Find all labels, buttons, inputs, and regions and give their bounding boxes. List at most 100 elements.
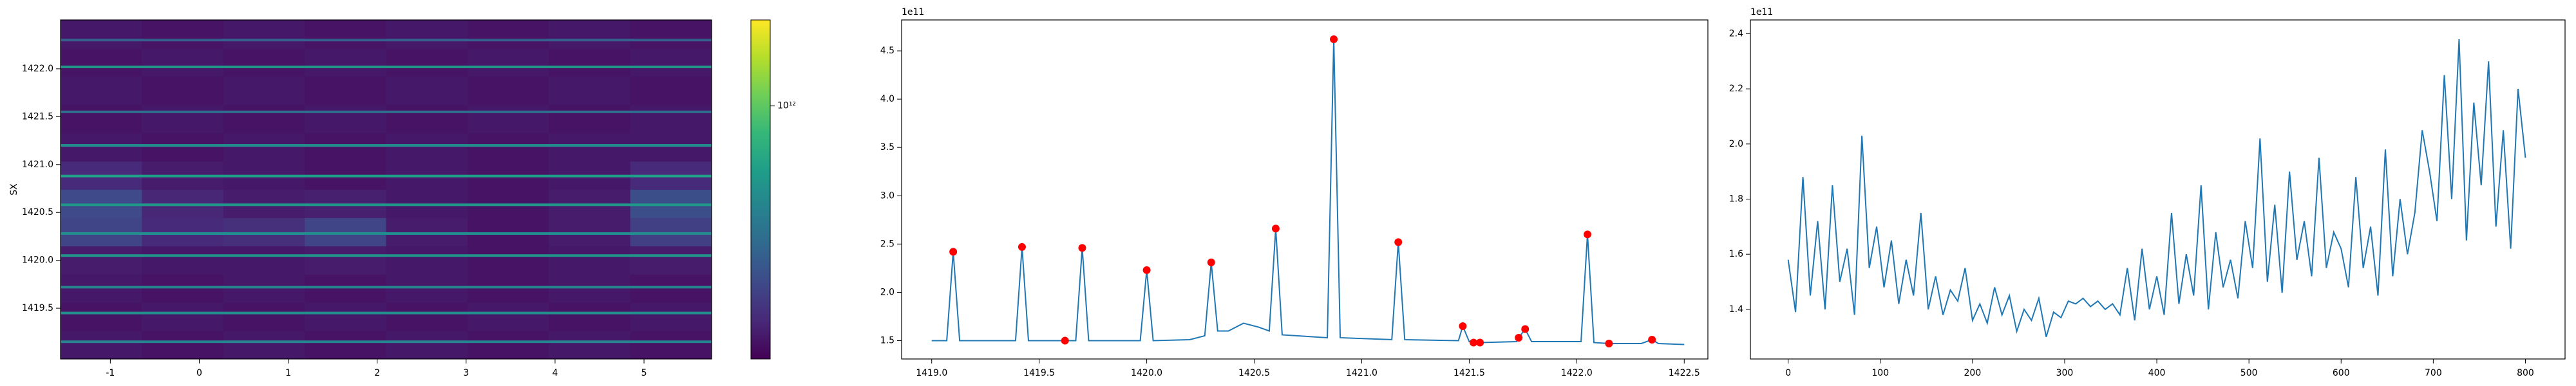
heat-cell bbox=[549, 217, 631, 246]
peak-marker bbox=[1018, 243, 1026, 251]
heat-cell bbox=[630, 302, 712, 331]
heat-cell bbox=[467, 133, 549, 162]
heat-cell bbox=[223, 217, 305, 246]
heat-cell bbox=[549, 104, 631, 134]
heat-cell bbox=[61, 133, 142, 162]
y-tick-label: 3.0 bbox=[880, 190, 895, 201]
x-tick-label: 1419.5 bbox=[1023, 368, 1055, 378]
x-tick-label: 2 bbox=[374, 368, 380, 378]
x-tick-label: 4 bbox=[552, 368, 558, 378]
heat-cell bbox=[61, 20, 142, 49]
heat-cell bbox=[386, 48, 468, 77]
peak-marker bbox=[1394, 238, 1403, 246]
heat-cell bbox=[549, 246, 631, 275]
heat-cell bbox=[61, 274, 142, 303]
heat-cell bbox=[142, 48, 224, 77]
heat-cell bbox=[549, 274, 631, 303]
y-tick-label: 2.2 bbox=[1729, 84, 1743, 94]
heat-cell bbox=[467, 104, 549, 134]
heat-cell bbox=[630, 104, 712, 134]
heat-cell bbox=[467, 76, 549, 106]
heat-cell bbox=[305, 104, 386, 134]
heat-cell bbox=[223, 76, 305, 106]
heat-streak bbox=[61, 65, 712, 68]
heat-cell bbox=[630, 133, 712, 162]
x-tick-label: 1420.5 bbox=[1238, 368, 1270, 378]
heat-cell bbox=[61, 217, 142, 246]
heat-cell bbox=[386, 217, 468, 246]
x-tick-label: 1419.0 bbox=[916, 368, 947, 378]
heat-cell bbox=[630, 76, 712, 106]
heat-cell bbox=[549, 331, 631, 360]
heat-cell bbox=[142, 20, 224, 49]
x-tick-label: 200 bbox=[1964, 368, 1982, 378]
heat-cell bbox=[630, 48, 712, 77]
heat-streak bbox=[61, 39, 712, 42]
peak-marker bbox=[1476, 338, 1484, 347]
heat-cell bbox=[630, 274, 712, 303]
x-tick-label: 100 bbox=[1871, 368, 1889, 378]
heat-streak bbox=[61, 174, 712, 178]
heat-cell bbox=[305, 20, 386, 49]
heat-streak bbox=[61, 203, 712, 207]
heat-cell bbox=[223, 20, 305, 49]
heat-cell bbox=[142, 133, 224, 162]
heat-cell bbox=[305, 76, 386, 106]
y-tick-label: 2.5 bbox=[880, 239, 895, 249]
heat-cell bbox=[386, 20, 468, 49]
heat-cell bbox=[549, 48, 631, 77]
heat-cell bbox=[630, 331, 712, 360]
heat-streak bbox=[61, 232, 712, 235]
heat-cell bbox=[223, 331, 305, 360]
peak-marker bbox=[1330, 35, 1338, 44]
x-tick-label: 600 bbox=[2333, 368, 2350, 378]
peak-marker bbox=[1521, 325, 1530, 333]
peak-marker bbox=[949, 248, 958, 256]
heat-cell bbox=[61, 48, 142, 77]
heat-cell bbox=[386, 274, 468, 303]
heat-cell bbox=[61, 246, 142, 275]
y-axis-label: SX bbox=[9, 183, 19, 196]
heat-cell bbox=[61, 331, 142, 360]
heat-cell bbox=[549, 20, 631, 49]
heat-cell bbox=[549, 76, 631, 106]
heat-cell bbox=[142, 331, 224, 360]
x-tick-label: 1 bbox=[285, 368, 291, 378]
peak-marker bbox=[1459, 322, 1467, 330]
heat-cell bbox=[61, 302, 142, 331]
heat-cell bbox=[142, 302, 224, 331]
axes-frame bbox=[901, 19, 1709, 360]
y-tick-label: 1.5 bbox=[880, 335, 895, 345]
heat-cell bbox=[142, 217, 224, 246]
heat-streak bbox=[61, 340, 712, 344]
peak-marker bbox=[1515, 333, 1523, 342]
heat-cell bbox=[386, 104, 468, 134]
heat-streak bbox=[61, 311, 712, 315]
peak-marker bbox=[1142, 266, 1151, 274]
x-tick-label: 500 bbox=[2240, 368, 2258, 378]
y-tick-label: 1.8 bbox=[1729, 194, 1743, 204]
heat-cell bbox=[386, 331, 468, 360]
heat-cell bbox=[223, 274, 305, 303]
heat-cell bbox=[142, 246, 224, 275]
heat-cell bbox=[61, 76, 142, 106]
heat-cell bbox=[549, 302, 631, 331]
x-tick-label: 1421.5 bbox=[1454, 368, 1485, 378]
heat-cell bbox=[142, 76, 224, 106]
peak-marker bbox=[1271, 225, 1280, 233]
x-tick-label: 3 bbox=[463, 368, 469, 378]
y-tick-label: 2.0 bbox=[1729, 139, 1743, 149]
y-tick-label: 4.5 bbox=[880, 46, 895, 56]
heat-cell bbox=[223, 48, 305, 77]
heat-cell bbox=[223, 104, 305, 134]
axes-frame bbox=[1750, 19, 2566, 360]
heat-cell bbox=[305, 246, 386, 275]
x-tick-label: 300 bbox=[2056, 368, 2074, 378]
heat-cell bbox=[386, 133, 468, 162]
peak-marker bbox=[1648, 335, 1656, 344]
heat-cell bbox=[142, 274, 224, 303]
line-series bbox=[931, 39, 1685, 345]
peak-marker bbox=[1605, 339, 1613, 347]
axes-frame bbox=[60, 19, 712, 360]
